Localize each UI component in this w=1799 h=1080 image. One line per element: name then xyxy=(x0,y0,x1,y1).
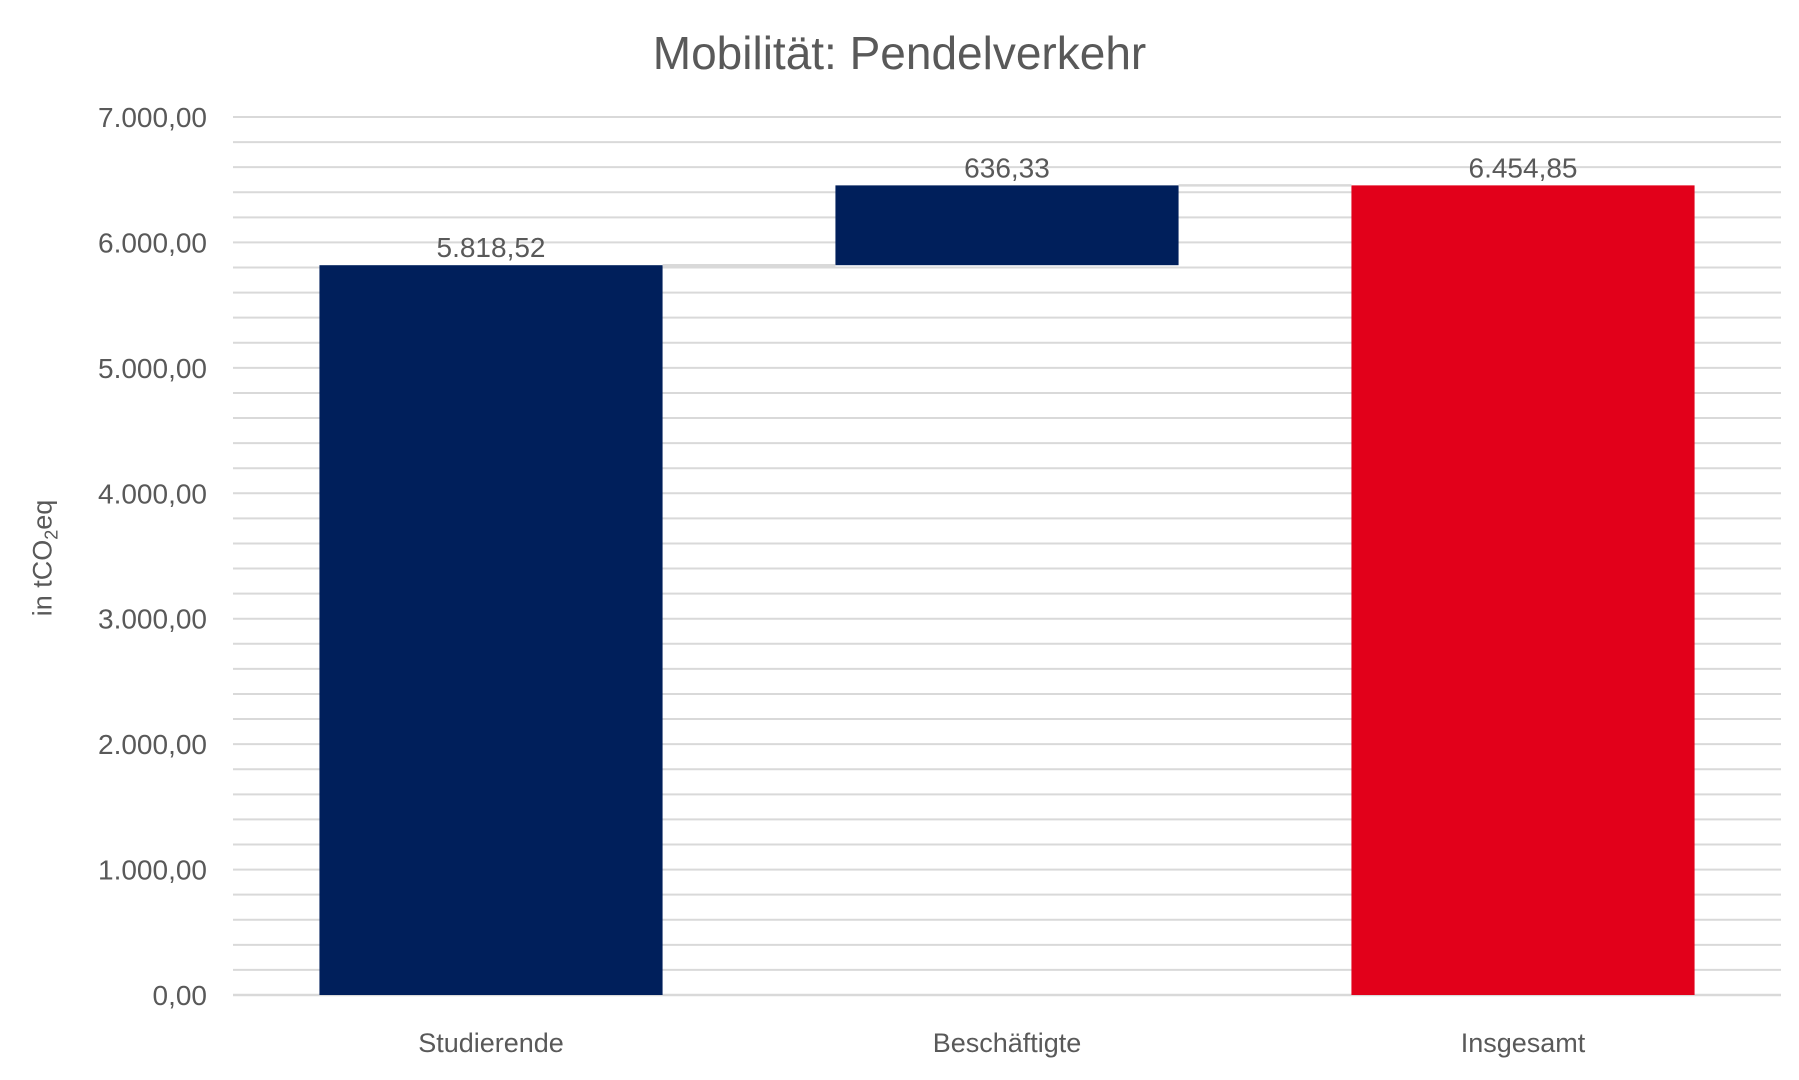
y-tick-label: 0,00 xyxy=(153,980,208,1011)
bar-studierende xyxy=(319,265,663,995)
bar-insgesamt xyxy=(1351,185,1695,995)
y-tick-label: 1.000,00 xyxy=(98,855,207,886)
chart-title: Mobilität: Pendelverkehr xyxy=(652,27,1147,79)
y-tick-label: 7.000,00 xyxy=(98,102,207,133)
data-label: 5.818,52 xyxy=(437,232,546,263)
x-tick-label: Insgesamt xyxy=(1461,1028,1586,1058)
y-tick-label: 4.000,00 xyxy=(98,478,207,509)
bar-beschäftigte xyxy=(835,185,1179,266)
x-tick-label: Beschäftigte xyxy=(933,1028,1082,1058)
y-tick-label: 3.000,00 xyxy=(98,604,207,635)
x-tick-label: Studierende xyxy=(418,1028,564,1058)
data-label: 636,33 xyxy=(964,152,1050,183)
y-tick-label: 2.000,00 xyxy=(98,729,207,760)
data-label: 6.454,85 xyxy=(1469,152,1578,183)
y-tick-label: 6.000,00 xyxy=(98,227,207,258)
y-tick-label: 5.000,00 xyxy=(98,353,207,384)
